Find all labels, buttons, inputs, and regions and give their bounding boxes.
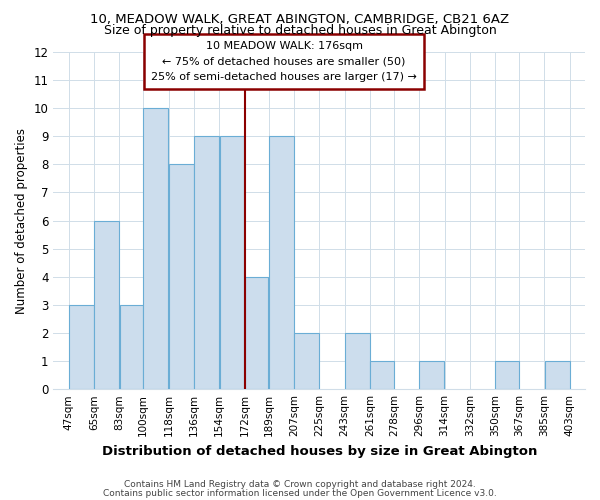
- Text: Contains HM Land Registry data © Crown copyright and database right 2024.: Contains HM Land Registry data © Crown c…: [124, 480, 476, 489]
- Bar: [419, 361, 444, 389]
- Bar: [496, 361, 519, 389]
- Bar: [294, 333, 319, 389]
- Text: Contains public sector information licensed under the Open Government Licence v3: Contains public sector information licen…: [103, 490, 497, 498]
- Bar: [143, 108, 169, 389]
- Text: 10, MEADOW WALK, GREAT ABINGTON, CAMBRIDGE, CB21 6AZ: 10, MEADOW WALK, GREAT ABINGTON, CAMBRID…: [91, 12, 509, 26]
- Text: Size of property relative to detached houses in Great Abington: Size of property relative to detached ho…: [104, 24, 496, 37]
- Bar: [220, 136, 244, 389]
- X-axis label: Distribution of detached houses by size in Great Abington: Distribution of detached houses by size …: [101, 444, 537, 458]
- Bar: [94, 220, 119, 389]
- Bar: [169, 164, 194, 389]
- Bar: [245, 276, 268, 389]
- Bar: [545, 361, 569, 389]
- Text: 10 MEADOW WALK: 176sqm
← 75% of detached houses are smaller (50)
25% of semi-det: 10 MEADOW WALK: 176sqm ← 75% of detached…: [151, 41, 417, 82]
- Bar: [69, 305, 94, 389]
- Bar: [194, 136, 219, 389]
- Bar: [345, 333, 370, 389]
- Bar: [119, 305, 143, 389]
- Bar: [370, 361, 394, 389]
- Bar: [269, 136, 293, 389]
- Y-axis label: Number of detached properties: Number of detached properties: [15, 128, 28, 314]
